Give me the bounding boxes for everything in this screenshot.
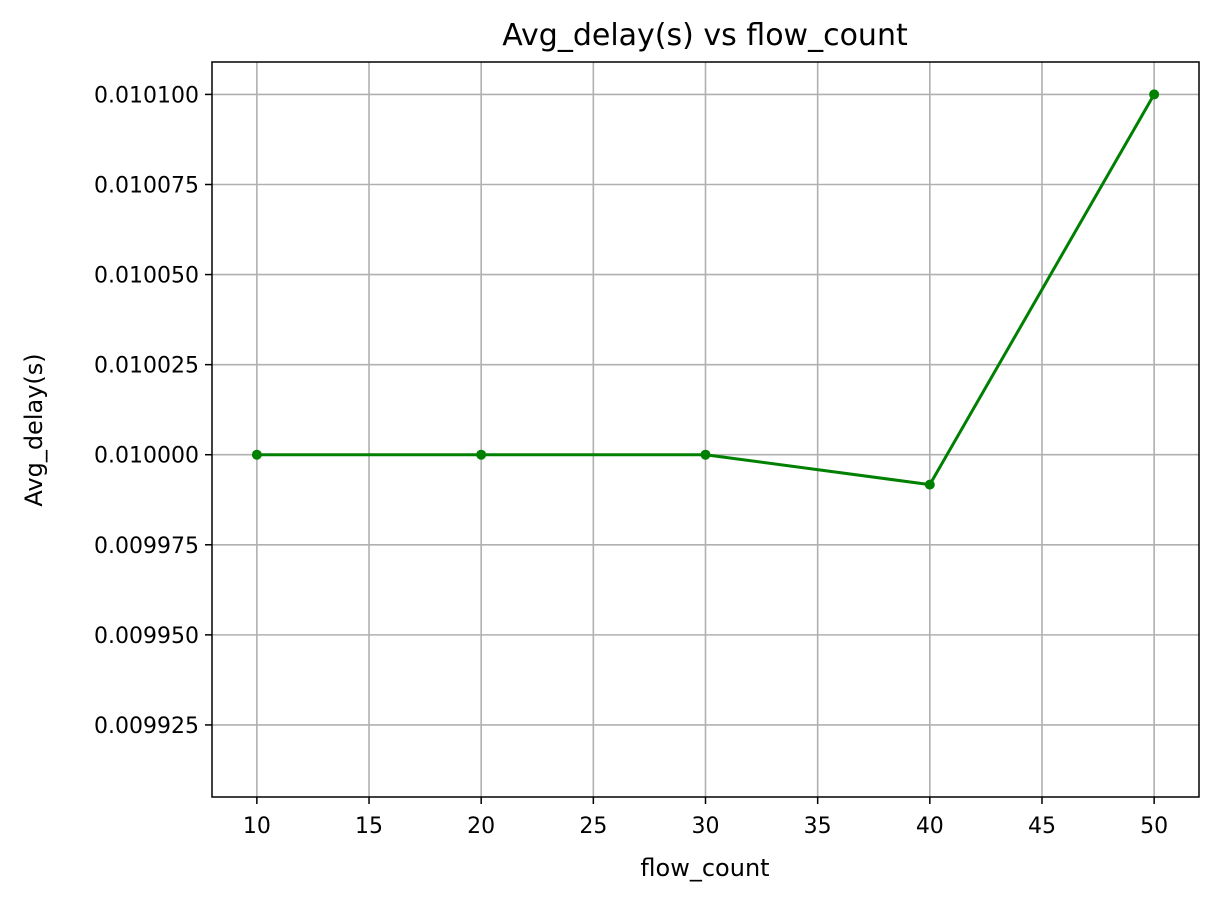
- grid-layer: [212, 62, 1199, 797]
- x-tick-label: 40: [916, 814, 944, 839]
- x-tick-label: 10: [243, 814, 271, 839]
- data-point: [251, 449, 262, 460]
- y-tick-label: 0.010075: [94, 174, 199, 199]
- y-tick-label: 0.009925: [94, 714, 199, 739]
- x-tick-label: 35: [804, 814, 832, 839]
- x-tick-label: 25: [579, 814, 607, 839]
- data-point: [700, 449, 711, 460]
- data-point: [476, 449, 487, 460]
- y-tick-label: 0.010050: [94, 264, 199, 289]
- data-point: [924, 479, 935, 490]
- tick-layer: 10 15 20 25 30 35 40 45 50 0.009925 0.009950 0.0099…: [94, 83, 1168, 839]
- y-tick-label: 0.009950: [94, 624, 199, 649]
- data-point: [1149, 89, 1160, 100]
- series-layer: [251, 89, 1160, 490]
- x-tick-label: 50: [1140, 814, 1168, 839]
- y-tick-label: 0.009975: [94, 534, 199, 559]
- x-tick-label: 30: [692, 814, 720, 839]
- x-tick-label: 15: [355, 814, 383, 839]
- x-axis-label: flow_count: [640, 854, 769, 882]
- y-axis-label: Avg_delay(s): [20, 353, 48, 506]
- y-tick-label: 0.010100: [94, 83, 199, 108]
- y-tick-label: 0.010025: [94, 354, 199, 379]
- x-tick-label: 45: [1028, 814, 1056, 839]
- chart-title: Avg_delay(s) vs flow_count: [502, 18, 908, 53]
- y-tick-label: 0.010000: [94, 444, 199, 469]
- x-tick-label: 20: [467, 814, 495, 839]
